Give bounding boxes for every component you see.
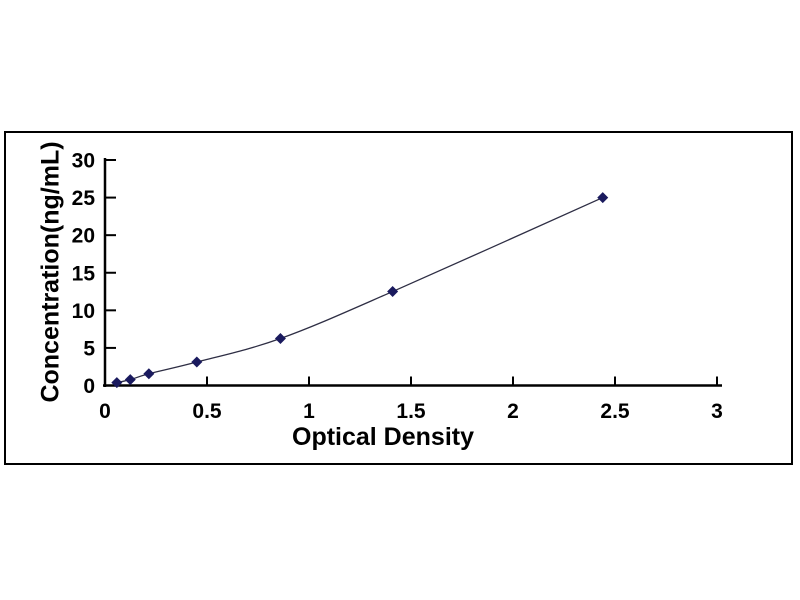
- data-point-marker: [124, 374, 136, 386]
- plot-frame: [4, 131, 793, 465]
- y-tick-label: 20: [72, 225, 95, 248]
- y-axis-title: Concentration(ng/mL): [36, 141, 65, 403]
- y-tick-label: 0: [83, 375, 95, 398]
- y-tick-label: 15: [72, 262, 96, 285]
- x-tick-label: 2.5: [600, 400, 630, 423]
- x-tick-label: 3: [711, 400, 723, 423]
- y-tick-label: 25: [72, 187, 96, 210]
- x-tick-label: 0.5: [192, 400, 222, 423]
- x-tick-label: 1.5: [396, 400, 426, 423]
- data-point-marker: [597, 192, 609, 204]
- data-point-marker: [274, 333, 286, 345]
- series-line: [116, 196, 604, 384]
- data-point-marker: [143, 368, 155, 380]
- y-tick-label: 10: [72, 300, 95, 323]
- x-tick-label: 1: [303, 400, 315, 423]
- data-point-marker: [387, 286, 399, 298]
- y-tick-label: 30: [72, 150, 95, 173]
- x-tick-label: 2: [507, 400, 519, 423]
- data-point-marker: [191, 356, 203, 368]
- data-point-marker: [111, 377, 123, 389]
- y-tick-label: 5: [83, 337, 95, 360]
- x-axis-title: Optical Density: [292, 423, 474, 451]
- x-tick-label: 0: [99, 400, 111, 423]
